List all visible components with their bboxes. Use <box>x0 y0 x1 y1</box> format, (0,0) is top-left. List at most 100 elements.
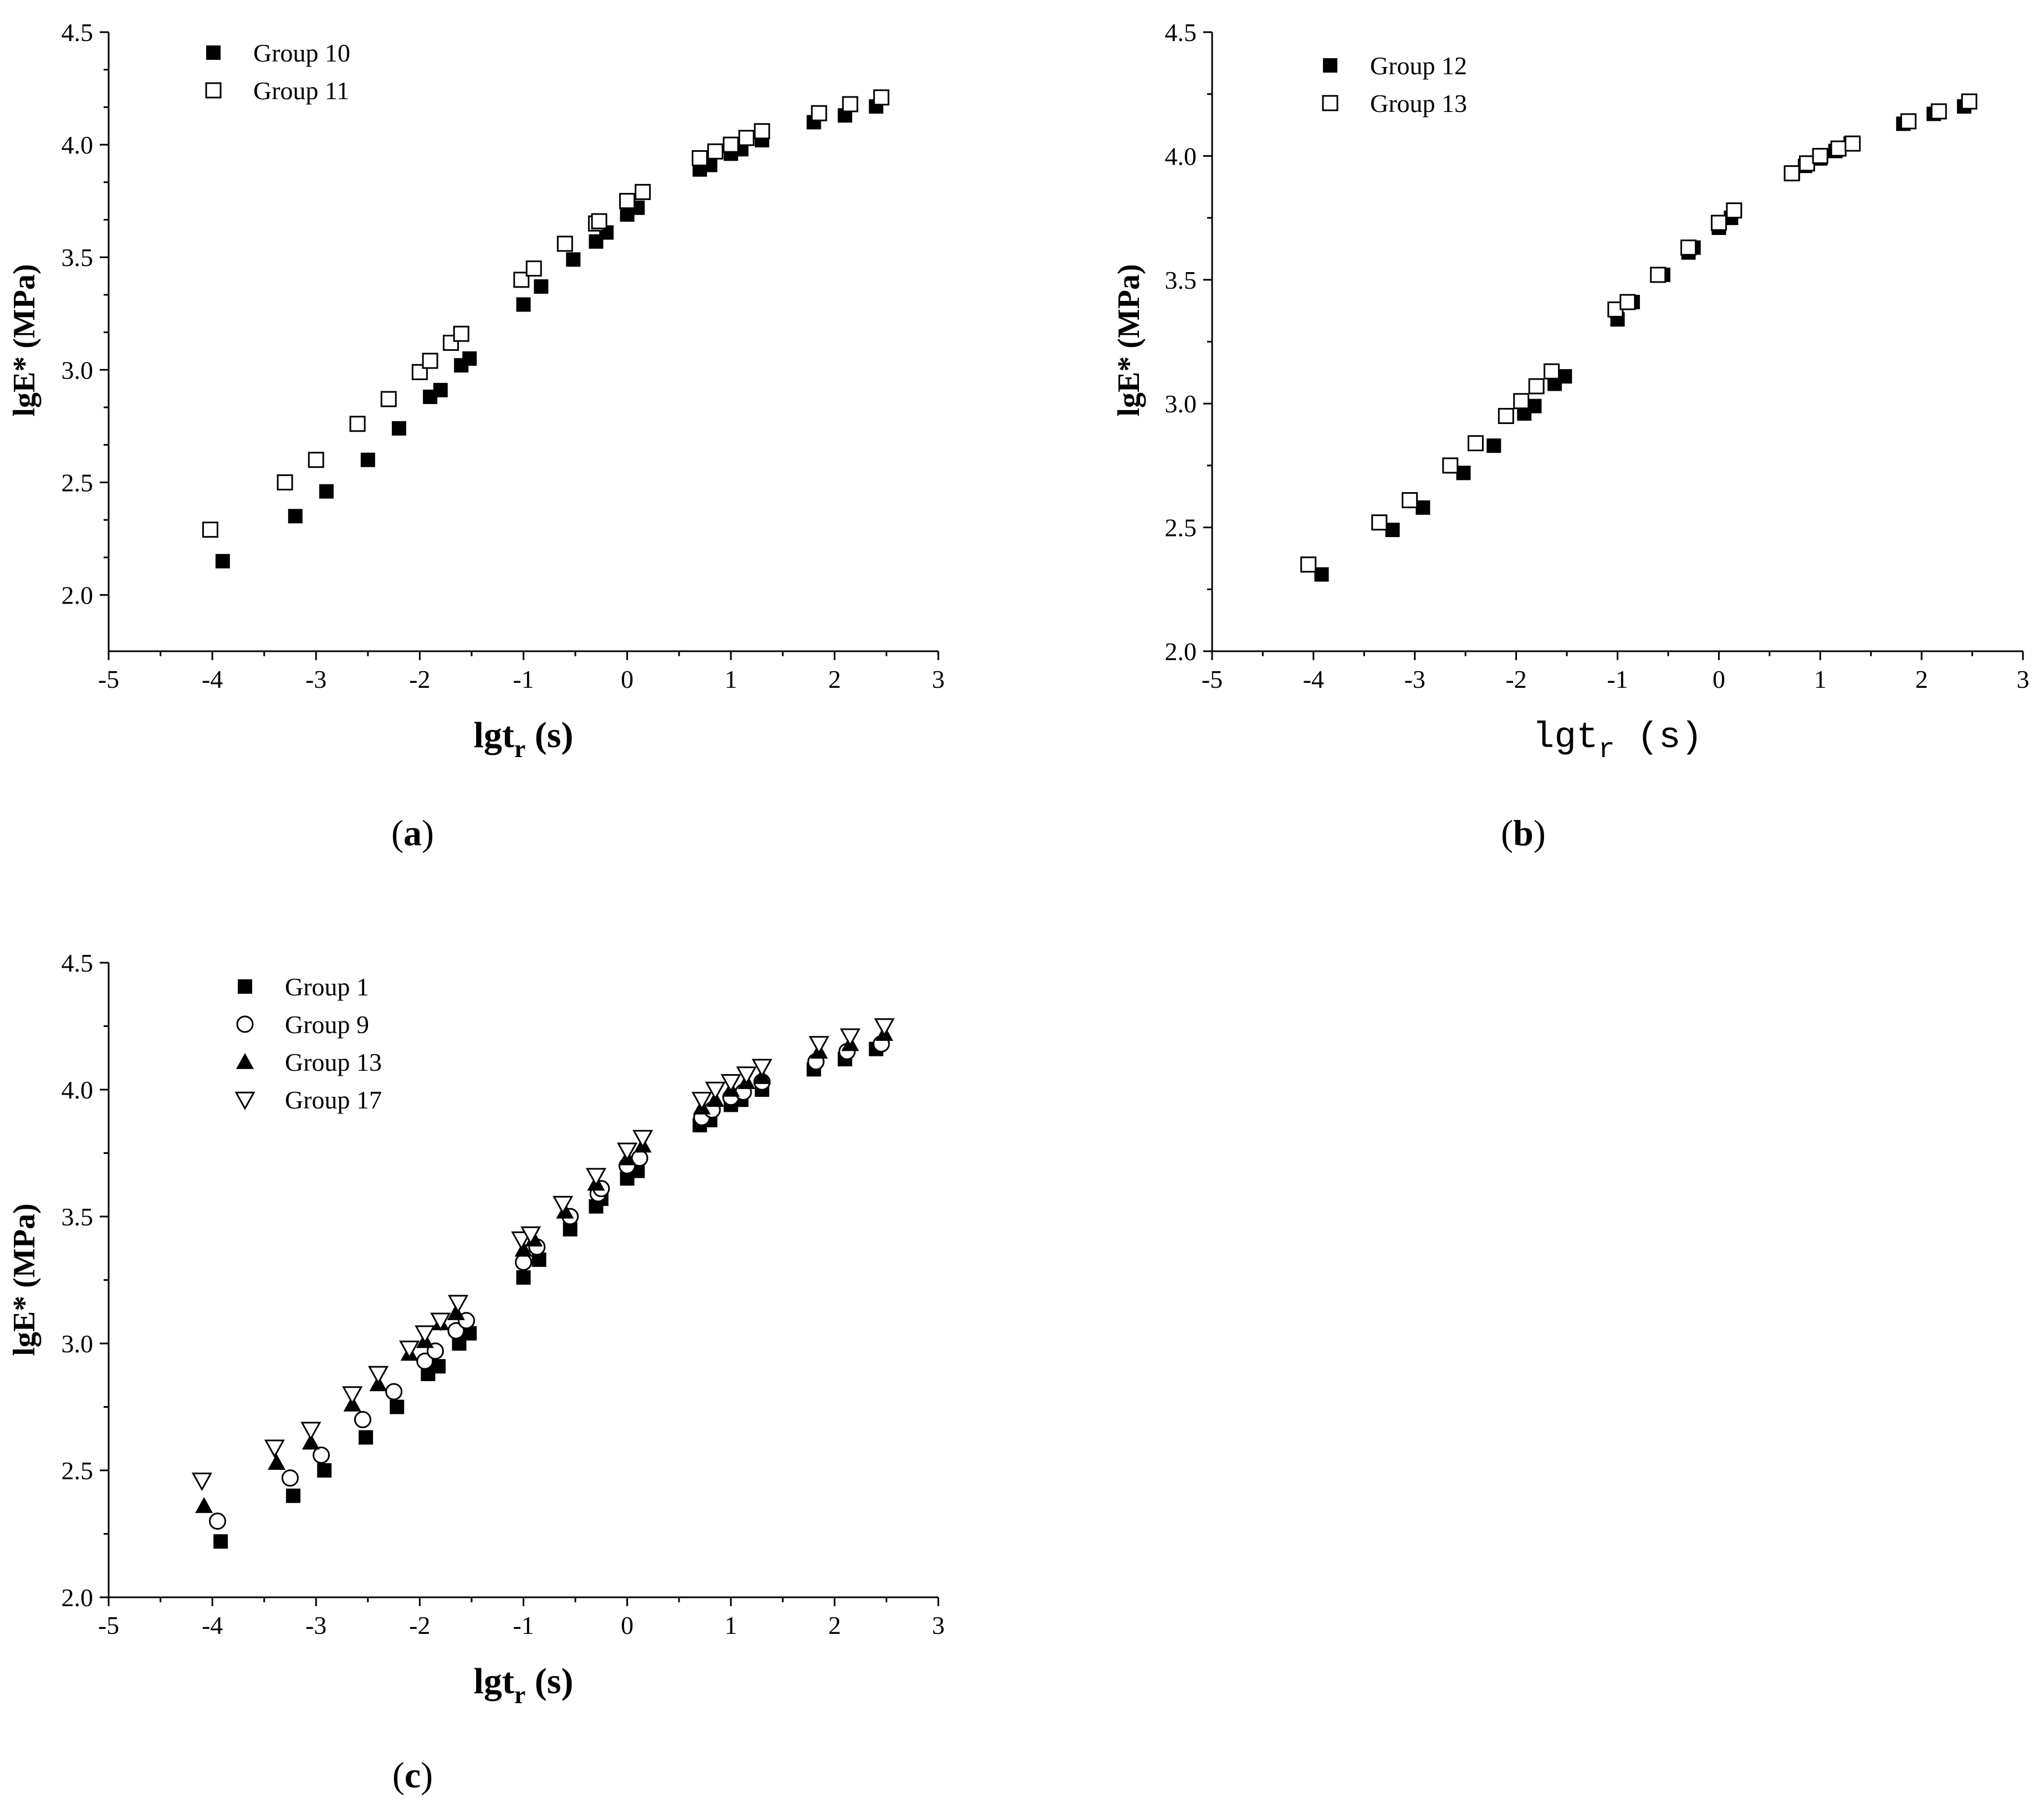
y-tick-label: 2.0 <box>62 581 94 609</box>
x-axis-label-subscript: r <box>1598 734 1615 766</box>
data-point <box>342 1386 363 1405</box>
data-point <box>215 554 230 569</box>
data-point <box>1680 239 1697 256</box>
y-axis-label: lgE* (MPa) <box>7 1203 42 1356</box>
data-point <box>619 193 636 209</box>
x-axis-label-main: lgt <box>474 715 514 755</box>
data-point <box>433 382 448 397</box>
x-axis-label-subscript: r <box>514 1680 525 1709</box>
data-point <box>213 1534 228 1549</box>
x-tick-label: -3 <box>305 665 326 693</box>
x-axis-label: lgtr (s) <box>1532 717 1703 766</box>
data-point <box>399 1340 420 1360</box>
data-point <box>691 1092 712 1111</box>
series-group-10 <box>215 99 883 569</box>
data-point <box>1467 435 1484 452</box>
legend-entry: Group 1 <box>285 973 369 1001</box>
y-tick-label: 2.5 <box>62 1457 94 1485</box>
data-point <box>873 89 890 106</box>
panel-label: (b) <box>1501 813 1546 854</box>
data-point <box>811 105 827 121</box>
data-point <box>281 1469 299 1487</box>
data-point <box>707 143 724 160</box>
data-point <box>1486 438 1501 453</box>
y-tick-label: 2.5 <box>62 468 94 497</box>
data-point <box>367 1366 389 1385</box>
data-point <box>1314 567 1329 582</box>
legend-entry: Group 11 <box>253 76 349 105</box>
data-point <box>313 1447 330 1464</box>
data-point <box>632 1130 653 1149</box>
data-point <box>1528 378 1545 395</box>
data-point <box>520 1226 541 1245</box>
data-point <box>385 1383 403 1401</box>
data-point <box>1726 202 1742 219</box>
series-group-13 <box>1300 93 1977 573</box>
x-axis-label-unit: (s) <box>1615 717 1703 758</box>
legend-entry: Group 13 <box>285 1048 382 1076</box>
legend-entry: Group 17 <box>285 1086 382 1114</box>
y-tick-label: 4.5 <box>62 949 94 977</box>
legend-entry: Group 12 <box>1370 52 1467 80</box>
legend-marker <box>1323 58 1337 73</box>
data-point <box>349 416 366 432</box>
data-point <box>585 1168 607 1187</box>
data-point <box>705 1081 726 1101</box>
y-tick-label: 3.5 <box>1165 266 1197 294</box>
data-point <box>319 484 334 499</box>
data-point <box>840 1028 861 1047</box>
legend-entry: Group 10 <box>253 39 350 67</box>
series-group-12 <box>1314 99 1971 582</box>
x-tick-label: -5 <box>98 1611 119 1639</box>
y-tick-label: 3.0 <box>62 356 94 384</box>
panel-label: (c) <box>392 1755 433 1796</box>
x-tick-label: 1 <box>1814 665 1827 693</box>
data-point <box>264 1439 285 1458</box>
x-tick-label: -2 <box>409 665 430 693</box>
y-tick-label: 4.0 <box>1165 142 1197 170</box>
data-point <box>514 1240 533 1257</box>
data-point <box>462 351 477 366</box>
panel-label: (a) <box>391 813 434 854</box>
data-point <box>1961 93 1977 110</box>
data-point <box>354 1411 371 1428</box>
y-tick-label: 3.5 <box>62 243 94 272</box>
x-tick-label: -4 <box>202 1611 223 1639</box>
x-axis-label-main: lgt <box>474 1661 514 1701</box>
data-point <box>380 391 397 407</box>
data-point <box>1527 398 1542 413</box>
x-tick-label: 2 <box>828 665 841 693</box>
data-point <box>447 1304 465 1320</box>
data-point <box>692 150 708 166</box>
y-axis-label: lgE* (MPa) <box>1112 264 1146 416</box>
y-tick-label: 2.0 <box>1165 637 1197 666</box>
y-tick-label: 3.0 <box>62 1330 94 1358</box>
data-point <box>422 352 438 369</box>
x-tick-label: -2 <box>409 1611 430 1639</box>
data-point <box>513 272 530 288</box>
x-tick-label: 2 <box>1915 665 1928 693</box>
data-point <box>1456 466 1471 481</box>
data-point <box>1900 113 1917 130</box>
y-tick-label: 2.0 <box>62 1583 94 1612</box>
x-tick-label: -5 <box>1202 665 1223 693</box>
data-point <box>1385 523 1400 538</box>
y-tick-label: 3.0 <box>1165 390 1197 418</box>
data-point <box>1710 214 1727 231</box>
x-tick-label: -4 <box>202 665 223 693</box>
x-tick-label: 2 <box>828 1611 841 1639</box>
data-point <box>308 452 324 468</box>
data-point <box>723 136 739 153</box>
data-point <box>534 279 549 294</box>
data-point <box>416 1352 434 1370</box>
legend-entry: Group 13 <box>1370 89 1467 117</box>
data-point <box>431 1359 446 1374</box>
x-tick-label: -1 <box>1607 665 1628 693</box>
data-point <box>617 1142 638 1162</box>
data-point <box>195 1497 213 1513</box>
y-tick-label: 2.5 <box>1165 514 1197 542</box>
data-point <box>430 1312 451 1331</box>
x-tick-label: -3 <box>1404 665 1425 693</box>
x-axis-label-subscript: r <box>514 734 525 763</box>
data-point <box>277 474 293 490</box>
